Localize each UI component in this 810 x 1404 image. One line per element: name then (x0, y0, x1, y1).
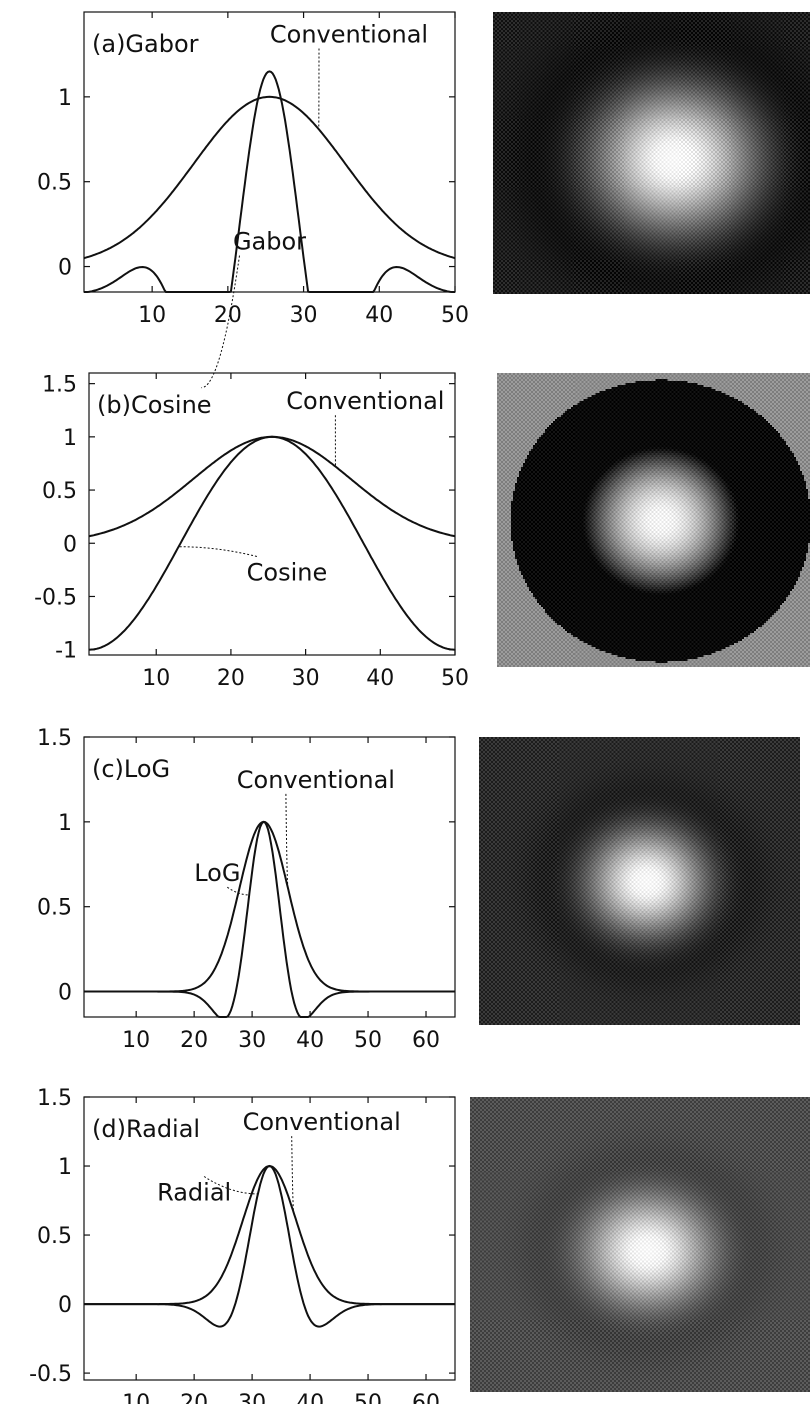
annotation-conventional: Conventional (243, 1108, 401, 1136)
filter-image-d (470, 1097, 810, 1392)
filter-image-b (497, 373, 810, 667)
series-line-conventional (83, 95, 456, 260)
annotation-gabor: Gabor (233, 228, 306, 256)
y-tick-label: -0.5 (29, 1362, 72, 1387)
x-tick-label: 50 (441, 303, 469, 328)
y-tick-label: 0.5 (37, 896, 72, 921)
x-tick-label: 50 (354, 1391, 382, 1404)
annotation-log: LoG (194, 859, 240, 887)
annotation-conventional: Conventional (270, 21, 428, 49)
annotation-leader (285, 793, 289, 890)
x-tick-label: 40 (296, 1028, 324, 1053)
x-tick-label: 10 (122, 1028, 150, 1053)
x-tick-label: 30 (238, 1028, 266, 1053)
y-tick-label: 1.5 (37, 1086, 72, 1111)
x-tick-label: 40 (296, 1391, 324, 1404)
filter-image-a (493, 12, 810, 294)
y-tick-label: 1 (58, 1155, 72, 1180)
series-line-conventional (84, 1164, 455, 1306)
annotation-conventional: Conventional (286, 387, 444, 415)
series-line-gabor (84, 70, 455, 293)
y-tick-label: 0.5 (37, 1224, 72, 1249)
y-tick-label: 1.5 (42, 373, 77, 398)
y-tick-label: 0 (58, 981, 72, 1006)
plot-frame-c (83, 736, 456, 1018)
annotation-leader (227, 886, 250, 896)
panel-label-c: (c)LoG (92, 755, 170, 783)
x-tick-label: 60 (412, 1028, 440, 1053)
series-line-conventional (84, 820, 455, 993)
annotation-leader (291, 1136, 295, 1214)
chart-b: 10 20 30 40 50 -1 -0.5 0 0.5 1 1.5 (b)Cosine Convent… (34, 372, 469, 691)
y-tick-label: 0 (63, 532, 77, 557)
y-tick-label: -0.5 (34, 585, 77, 610)
x-tick-label: 60 (412, 1391, 440, 1404)
annotation-leader (201, 255, 240, 389)
filter-image-c (479, 737, 800, 1025)
series-line-conventional (88, 435, 456, 538)
annotation-radial: Radial (157, 1179, 231, 1207)
x-tick-label: 10 (122, 1391, 150, 1404)
x-tick-label: 30 (290, 303, 318, 328)
y-tick-label: 1 (63, 426, 77, 451)
panel-label-a: (a)Gabor (92, 30, 199, 58)
y-tick-label: 1 (58, 811, 72, 836)
x-tick-label: 20 (180, 1391, 208, 1404)
y-tick-label: 0 (58, 256, 72, 281)
x-tick-label: 10 (138, 303, 166, 328)
x-tick-label: 50 (441, 666, 469, 691)
x-tick-label: 10 (142, 666, 170, 691)
x-tick-label: 30 (238, 1391, 266, 1404)
x-tick-label: 20 (180, 1028, 208, 1053)
y-tick-label: 1.5 (37, 726, 72, 751)
annotation-conventional: Conventional (237, 766, 395, 794)
plot-frame-b (88, 372, 456, 656)
series-line-radial (84, 1164, 455, 1328)
y-tick-label: 0.5 (37, 171, 72, 196)
x-tick-label: 40 (365, 303, 393, 328)
chart-d: 10 20 30 40 50 60 -0.5 0 0.5 1 1.5 (d)Radial Convent… (29, 1086, 456, 1404)
x-tick-label: 50 (354, 1028, 382, 1053)
annotation-leader (178, 546, 258, 557)
chart-c: 10 20 30 40 50 60 0 0.5 1 1.5 (c)LoG Conventional Lo… (37, 726, 456, 1053)
annotation-leader (203, 1176, 258, 1195)
y-tick-label: 0.5 (42, 479, 77, 504)
y-tick-label: 0 (58, 1293, 72, 1318)
plot-frame-d (83, 1096, 456, 1381)
plot-frame-a (83, 11, 456, 293)
y-tick-label: -1 (55, 639, 77, 664)
series-line-log (84, 820, 455, 1018)
annotation-cosine: Cosine (247, 559, 328, 587)
x-tick-label: 40 (366, 666, 394, 691)
series-line-cosine (88, 435, 456, 651)
panel-label-d: (d)Radial (92, 1115, 200, 1143)
panel-label-b: (b)Cosine (97, 391, 212, 419)
y-tick-label: 1 (58, 86, 72, 111)
x-tick-label: 20 (217, 666, 245, 691)
x-tick-label: 30 (292, 666, 320, 691)
